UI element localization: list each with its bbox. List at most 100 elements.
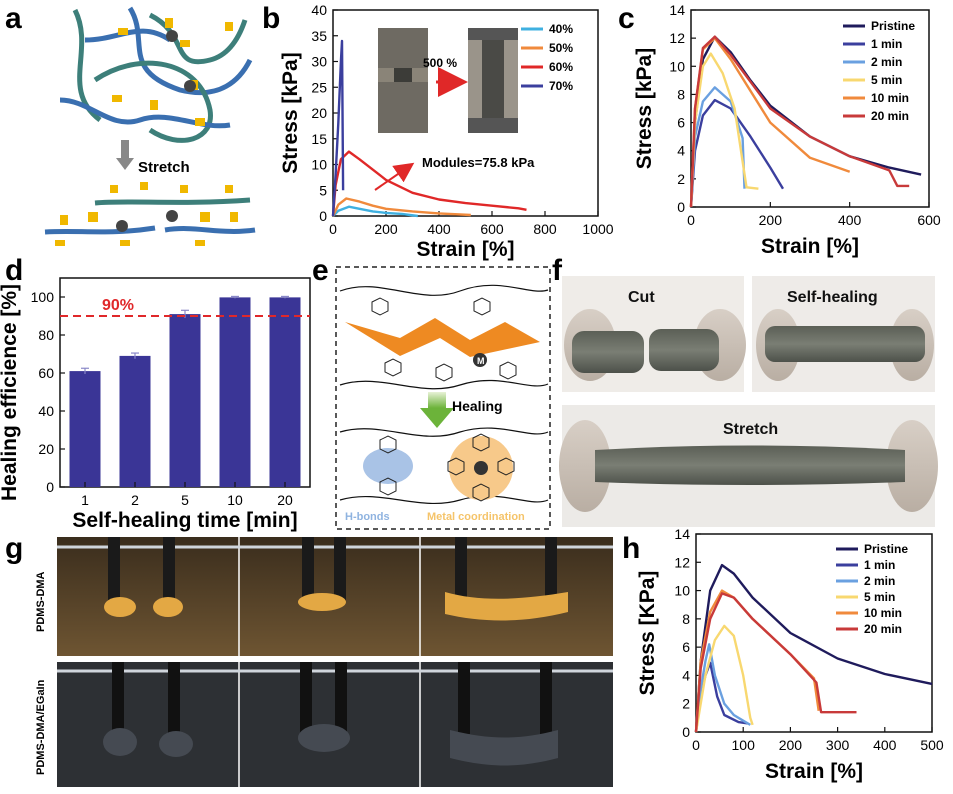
y-tick-label: 0: [677, 199, 685, 215]
y-tick-label: 12: [669, 30, 685, 46]
series-line: [331, 39, 345, 217]
legend-entry: 2 min: [864, 574, 895, 588]
series-line: [331, 150, 527, 217]
metal-coordination-label: Metal coordination: [427, 511, 525, 523]
panel-label-h: h: [622, 532, 640, 565]
x-tick-label: 200: [759, 212, 783, 228]
y-tick-label: 15: [311, 131, 327, 147]
annotation-arrow: [374, 162, 415, 191]
stretch-photo-label: Stretch: [723, 421, 778, 438]
y-axis-label: Stress [KPa]: [636, 571, 659, 696]
x-tick-label: 1000: [582, 221, 613, 237]
plot-frame: [695, 533, 933, 733]
bar: [169, 314, 201, 487]
metal-ion-icon: [474, 461, 488, 475]
y-tick-label: 40: [38, 403, 54, 419]
series-line: [689, 86, 746, 208]
panel-label-g: g: [5, 532, 23, 565]
x-tick-label: 600: [480, 221, 504, 237]
series-line: [694, 624, 754, 733]
y-tick-label: 25: [311, 79, 327, 95]
x-tick-label: 20: [277, 492, 293, 508]
y-tick-label: 4: [682, 667, 690, 683]
metal-symbol: M: [477, 356, 485, 366]
legend-entry: Pristine: [864, 542, 908, 556]
y-tick-label: 8: [682, 611, 690, 627]
x-tick-label: 400: [838, 212, 862, 228]
y-tick-label: 20: [38, 441, 54, 457]
metal-ion-icon: [166, 30, 178, 42]
legend-entry: 10 min: [871, 91, 909, 105]
bar: [269, 297, 301, 487]
y-tick-label: 100: [31, 289, 55, 305]
legend-entry: 5 min: [864, 590, 895, 604]
series-line: [694, 592, 857, 733]
photo-self-healing: Self-healing: [752, 276, 935, 392]
x-tick-label: 5: [181, 492, 189, 508]
panel-label-a: a: [5, 2, 22, 35]
down-arrow-icon: [420, 408, 454, 428]
y-tick-label: 6: [677, 115, 685, 131]
y-tick-label: 0: [319, 208, 327, 224]
metal-ion-icon: [184, 80, 196, 92]
metal-ion-icon: [473, 353, 487, 367]
bar: [69, 371, 101, 487]
legend-entry: 20 min: [871, 109, 909, 123]
y-tick-label: 12: [674, 554, 690, 570]
chart-d-healing-bars: 0 20 40 60 80 100 1 2 5 10 20 90% Self-healing time …: [0, 277, 311, 532]
y-tick-label: 2: [677, 171, 685, 187]
x-tick-label: 200: [374, 221, 398, 237]
y-axis-label: Healing efficience [%]: [0, 284, 21, 501]
chart-c-stress-strain: 0 200 400 600 0 2 4 6 8 10 12 14 Strain [%] Stress [k…: [633, 2, 941, 258]
y-tick-label: 14: [669, 2, 685, 18]
series-line: [689, 35, 910, 208]
row2-label: PDMS-DMA/EGaIn: [35, 679, 47, 775]
y-tick-label: 5: [319, 182, 327, 198]
legend-entry: 5 min: [871, 73, 902, 87]
y-tick-label: 20: [311, 105, 327, 121]
legend-entry: 1 min: [871, 37, 902, 51]
y-tick-label: 40: [311, 2, 327, 18]
x-tick-label: 0: [687, 212, 695, 228]
y-tick-label: 6: [682, 639, 690, 655]
x-axis-label: Self-healing time [min]: [72, 509, 297, 532]
x-tick-label: 2: [131, 492, 139, 508]
legend-entry: 40%: [549, 22, 573, 36]
y-tick-label: 30: [311, 54, 327, 70]
y-tick-label: 0: [682, 724, 690, 740]
panel-label-f: f: [552, 254, 563, 287]
y-tick-label: 14: [674, 526, 690, 542]
series-line: [694, 643, 751, 733]
threshold-label: 90%: [102, 297, 134, 314]
y-tick-label: 0: [46, 479, 54, 495]
down-arrow-icon: [116, 158, 134, 170]
panel-label-c: c: [618, 2, 635, 35]
metal-ion-icon: [116, 220, 128, 232]
series-line: [689, 98, 785, 208]
y-axis-label: Stress [kPa]: [279, 52, 302, 173]
x-tick-label: 400: [427, 221, 451, 237]
y-tick-label: 35: [311, 28, 327, 44]
photo-stretch: Stretch: [559, 405, 938, 527]
healing-label: Healing: [452, 398, 503, 414]
y-tick-label: 4: [677, 143, 685, 159]
row1-label: PDMS-DMA: [35, 571, 47, 632]
series-line: [689, 52, 759, 208]
x-tick-label: 300: [826, 737, 850, 753]
healing-mechanism-diagram: M Healing H-bonds Metal coordination: [335, 266, 551, 530]
x-tick-label: 100: [732, 737, 756, 753]
legend-entry: 1 min: [864, 558, 895, 572]
y-tick-label: 10: [311, 157, 327, 173]
series-line: [332, 205, 418, 218]
panel-label-d: d: [5, 254, 23, 287]
y-tick-label: 2: [682, 696, 690, 712]
x-tick-label: 1: [81, 492, 89, 508]
cut-label: Cut: [628, 289, 655, 306]
panel-label-b: b: [262, 2, 280, 35]
x-tick-label: 600: [917, 212, 941, 228]
series-line: [689, 36, 851, 208]
hbonds-label: H-bonds: [345, 511, 390, 523]
y-tick-label: 60: [38, 365, 54, 381]
x-axis-label: Strain [%]: [765, 760, 863, 783]
